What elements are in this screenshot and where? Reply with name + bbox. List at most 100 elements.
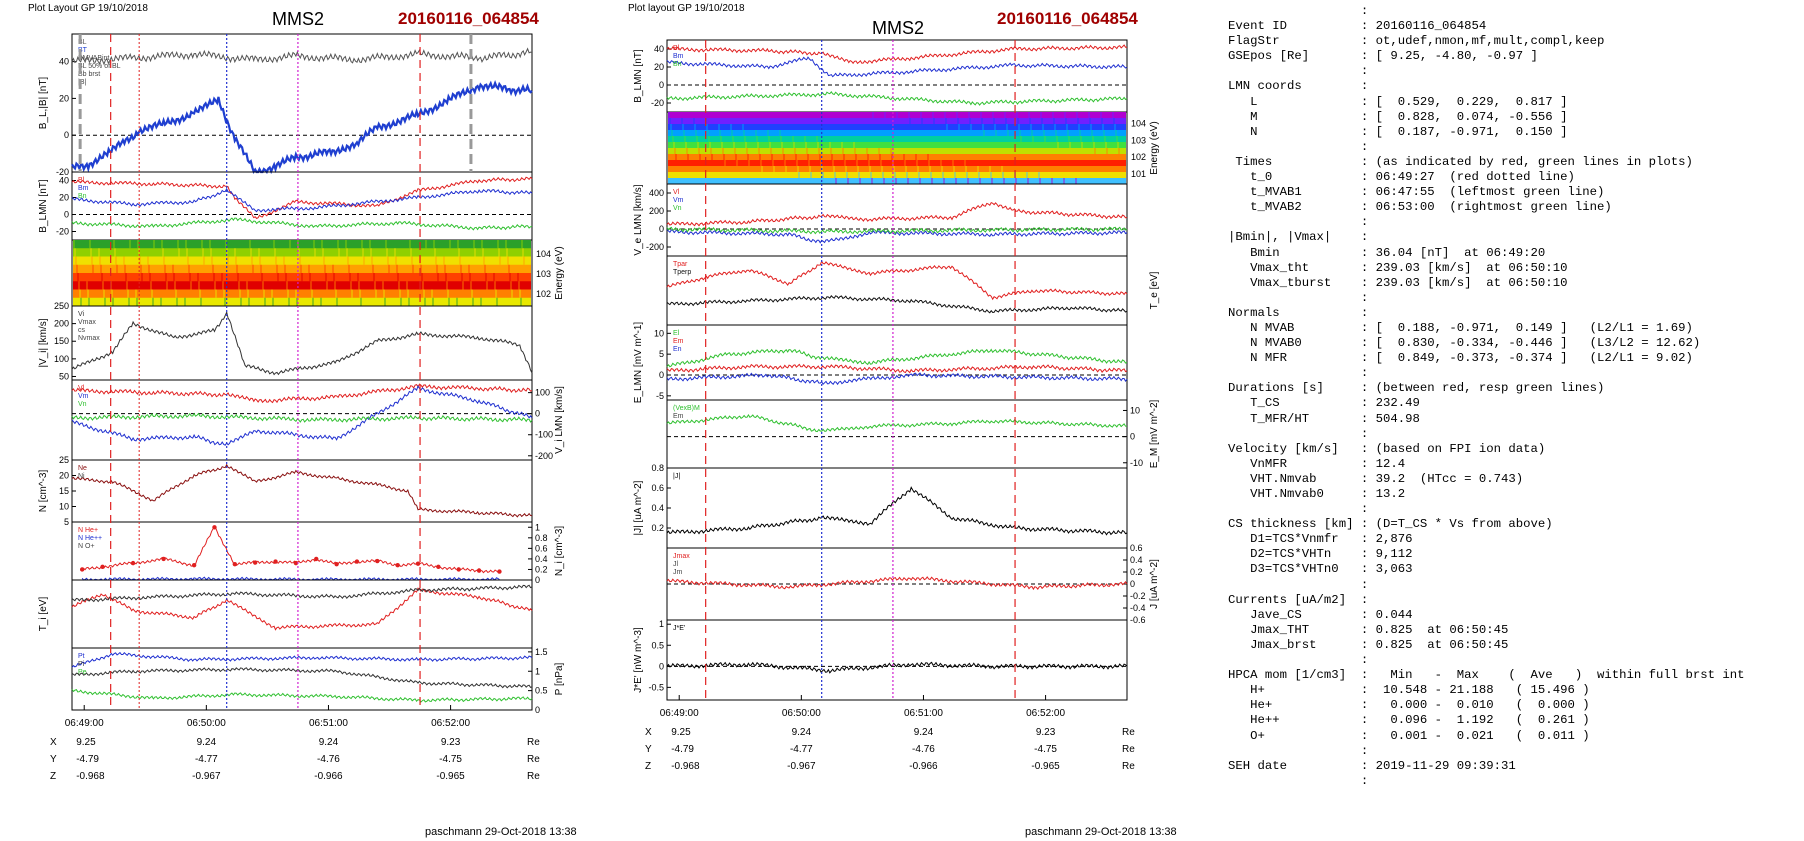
spectrogram-speckle <box>896 112 898 118</box>
info-value: : Min - Max ( Ave ) within full brst int <box>1360 668 1745 683</box>
x-tick-label: 06:52:00 <box>431 718 470 729</box>
spectrogram-speckle <box>363 256 365 265</box>
spectrogram-speckle <box>943 178 945 184</box>
energy-tick-label: 101 <box>1131 169 1146 179</box>
data-point <box>456 567 461 572</box>
info-label: D2=TCS*VHTn <box>1228 547 1361 562</box>
spectrogram-band <box>668 130 1126 137</box>
spectrogram-speckle <box>123 256 125 265</box>
info-label: N <box>1228 124 1361 139</box>
panel-frame-ve-lmn <box>666 183 1128 257</box>
info-label: CS thickness [km] <box>1228 517 1361 532</box>
spectrogram-speckle <box>966 172 968 178</box>
spectrogram-speckle <box>719 130 721 136</box>
info-line: Bmin : 36.04 [nT] at 06:49:20 <box>1228 246 1745 261</box>
info-value: : [ 0.830, -0.334, -0.446 ] (L3/L2 = 12.… <box>1360 336 1701 351</box>
info-line: T_MFR/HT : 504.98 <box>1228 412 1745 427</box>
spectrogram-band <box>668 160 1126 167</box>
spectrogram-speckle <box>250 248 252 257</box>
legend-entry: BL <box>78 39 87 46</box>
spectrogram-speckle <box>757 142 759 148</box>
info-line: t_0 : 06:49:27 (red dotted line) <box>1228 170 1745 185</box>
energy-tick-label: 103 <box>1131 135 1146 145</box>
spectrogram-speckle <box>955 178 957 184</box>
x-tick-label: 06:50:00 <box>187 718 226 729</box>
spectrogram-speckle <box>335 289 337 298</box>
spectrogram-speckle <box>336 297 338 306</box>
spectrogram-speckle <box>411 256 413 265</box>
spectrogram-speckle <box>519 289 521 298</box>
spectrogram-speckle <box>509 273 511 282</box>
info-value: : 12.4 <box>1360 456 1406 471</box>
spectrogram-speckle <box>141 273 143 282</box>
spectrogram-speckle <box>967 178 969 184</box>
spectrogram-speckle <box>909 118 911 124</box>
event-info-listing: : Event ID : 20160116_064854 FlagStr : ot,… <box>1228 4 1745 789</box>
series-group-bl <box>71 47 533 175</box>
legend-entry: Vn <box>78 401 87 408</box>
spectrogram-speckle <box>1019 130 1021 136</box>
spectrogram-speckle <box>312 297 314 306</box>
series-line-Vm <box>666 229 1128 244</box>
info-label: HPCA mom [1/cm3] <box>1228 668 1361 683</box>
info-line: Velocity [km/s] : (based on FPI ion data… <box>1228 442 1745 457</box>
spectrogram-speckle <box>734 148 736 154</box>
legend-entry: Bm <box>673 53 684 60</box>
spectrogram-speckle <box>856 160 858 166</box>
spectrogram-speckle <box>200 297 202 306</box>
y-tick-label: 25 <box>59 455 69 465</box>
legend-entry: BL 50% of BL <box>78 63 121 70</box>
spectrogram-speckle <box>1038 172 1040 178</box>
spectrogram-speckle <box>968 112 970 118</box>
spectrogram-speckle <box>486 281 488 290</box>
y-tick-label: 0.2 <box>535 564 548 574</box>
spectrogram-speckle <box>1101 118 1103 124</box>
spectrogram-speckle <box>755 130 757 136</box>
spectrogram-speckle <box>881 166 883 172</box>
legend-entry: Vm <box>78 393 89 400</box>
spectrogram-speckle <box>867 154 869 160</box>
spectrogram-speckle <box>769 142 771 148</box>
series-group-vi-lmn <box>71 383 533 446</box>
spectrogram-speckle <box>869 166 871 172</box>
spectrogram-speckle <box>485 273 487 282</box>
spectrogram-speckle <box>178 248 180 257</box>
y-axis-label: V_e LMN [km/s] <box>633 184 644 255</box>
info-value: : <box>1360 230 1369 245</box>
spectrogram-speckle <box>333 273 335 282</box>
spectrogram-speckle <box>1003 178 1005 184</box>
legend-entry: Jl <box>673 561 679 568</box>
spectrogram-speckle <box>470 281 472 290</box>
spectrogram-speckle <box>522 248 524 257</box>
spectrogram-speckle <box>176 297 178 306</box>
legend-entry: Pe <box>78 669 87 676</box>
spectrogram-speckle <box>892 160 894 166</box>
spectrogram-speckle <box>444 264 446 273</box>
spectrogram-speckle <box>494 281 496 290</box>
spectrogram-speckle <box>483 256 485 265</box>
spectrogram-speckle <box>370 248 372 257</box>
spectrogram-speckle <box>443 256 445 265</box>
series-group-hpca-density <box>79 525 502 581</box>
y-tick-label: -0.2 <box>1130 591 1146 601</box>
spectrogram-speckle <box>320 297 322 306</box>
x-tick-label: 06:51:00 <box>904 708 943 719</box>
spectrogram-speckle <box>669 118 671 124</box>
info-value: : 239.03 [km/s] at 06:50:10 <box>1360 275 1568 290</box>
spectrogram-speckle <box>919 178 921 184</box>
x-tick-label: 06:49:00 <box>65 718 104 729</box>
spectrogram-speckle <box>129 240 131 249</box>
spectrogram-speckle <box>213 273 215 282</box>
spectrogram-speckle <box>736 160 738 166</box>
info-value: : 2,876 <box>1360 532 1413 547</box>
info-line: : <box>1228 140 1745 155</box>
spectrogram-speckle <box>359 289 361 298</box>
info-line: Event ID : 20160116_064854 <box>1228 19 1745 34</box>
panel-frame-e-lmn <box>666 324 1128 401</box>
series-line-Vm <box>71 385 533 446</box>
spectrogram-speckle <box>927 154 929 160</box>
spectrogram-speckle <box>670 124 672 130</box>
spectrogram-band <box>668 172 1126 179</box>
spectrogram-band <box>668 124 1126 131</box>
spectrogram-speckle <box>906 172 908 178</box>
